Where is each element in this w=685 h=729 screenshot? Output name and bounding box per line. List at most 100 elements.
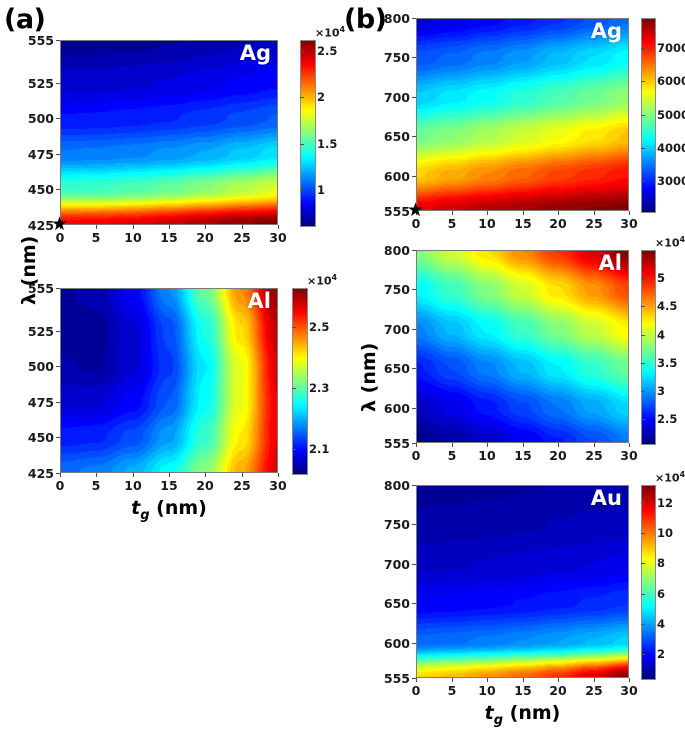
b-al-x-tick-label: 30	[620, 448, 638, 463]
b-ag-x-tick-label: 10	[478, 216, 496, 231]
b-ag-x-tickmark	[558, 211, 559, 215]
b-au-x-tick-label: 10	[478, 683, 496, 698]
material-label-b-al: Al	[598, 251, 622, 275]
a-ag-y-tick-label: 425	[27, 218, 54, 233]
a-ag-y-tick-label: 555	[27, 33, 54, 48]
colorbar-tick-label: 3	[657, 384, 666, 398]
a-al-y-tick-label: 425	[27, 466, 54, 481]
a-ag-x-tick-label: 10	[124, 230, 142, 245]
a-ag-x-tick-label: 0	[55, 230, 65, 245]
colorbar-tickmark	[300, 190, 304, 191]
b-au-y-tick-label: 750	[383, 517, 410, 532]
b-ag-y-tick-label: 600	[383, 169, 410, 184]
b-al-y-tickmark	[412, 368, 416, 369]
colorbar-tickmark	[641, 563, 645, 564]
a-ag-x-tickmark	[96, 225, 97, 229]
a-al-x-tick-label: 0	[55, 478, 65, 493]
a-ag-y-tickmark	[56, 154, 60, 155]
colorbar-tickmark	[292, 327, 296, 328]
b-au-y-tick-label: 800	[383, 478, 410, 493]
colorbar-tickmark	[641, 181, 645, 182]
b-ag-y-tick-label: 700	[383, 90, 410, 105]
b-au-y-tick-label: 600	[383, 636, 410, 651]
b-al-x-tickmark	[629, 443, 630, 447]
a-al-x-tickmark	[205, 473, 206, 477]
colorbar-tick-label: 5000	[657, 108, 685, 122]
b-au-x-tickmark	[594, 678, 595, 682]
a-al-y-tick-label: 525	[27, 324, 54, 339]
a-ag-y-tick-label: 450	[27, 182, 54, 197]
material-label-b-ag: Ag	[590, 19, 622, 43]
colorbar-exponent: ×104	[307, 273, 338, 288]
b-au-x-tickmark	[452, 678, 453, 682]
b-au-y-tickmark	[412, 678, 416, 679]
b-al-y-tick-label: 650	[383, 361, 410, 376]
b-al-x-tick-label: 25	[585, 448, 603, 463]
colorbar-tickmark	[300, 97, 304, 98]
b-ag-x-tickmark	[416, 211, 417, 215]
a-al-x-tickmark	[278, 473, 279, 477]
a-al-y-tick-label: 450	[27, 430, 54, 445]
colorbar-tick-label: 1.5	[317, 137, 338, 151]
b-al-x-tick-label: 15	[514, 448, 532, 463]
colorbar-tick-label: 4.5	[657, 299, 678, 313]
heatmap-a-ag[interactable]	[60, 40, 278, 225]
b-al-y-tick-label: 700	[383, 322, 410, 337]
colorbar-tick-label: 2.5	[309, 320, 330, 334]
a-ag-x-tickmark	[278, 225, 279, 229]
b-al-y-tickmark	[412, 250, 416, 251]
a-al-y-tickmark	[56, 437, 60, 438]
heatmap-b-ag[interactable]	[416, 18, 629, 211]
heatmap-a-al[interactable]	[60, 288, 278, 473]
a-al-x-tick-label: 10	[124, 478, 142, 493]
b-au-y-tick-label: 700	[383, 557, 410, 572]
b-au-y-tick-label: 555	[383, 671, 410, 686]
a-al-x-tickmark	[60, 473, 61, 477]
b-au-x-tick-label: 0	[411, 683, 421, 698]
heatmap-b-au[interactable]	[416, 485, 629, 678]
panel-letter-a: (a)	[4, 4, 46, 35]
heatmap-canvas	[61, 41, 277, 224]
b-ag-x-tickmark	[523, 211, 524, 215]
colorbar-tickmark	[641, 503, 645, 504]
a-ag-x-tick-label: 5	[91, 230, 101, 245]
b-au-x-tick-label: 20	[549, 683, 567, 698]
a-ag-x-tickmark	[133, 225, 134, 229]
colorbar-tickmark	[641, 335, 645, 336]
b-au-y-tickmark	[412, 643, 416, 644]
a-ag-x-tick-label: 25	[233, 230, 251, 245]
colorbar-tick-label: 3.5	[657, 356, 678, 370]
colorbar-gradient	[642, 19, 655, 212]
colorbar-tickmark	[641, 278, 645, 279]
colorbar-tickmark	[641, 391, 645, 392]
colorbar-tickmark	[641, 81, 645, 82]
colorbar-tickmark	[641, 48, 645, 49]
a-ag-x-tickmark	[60, 225, 61, 229]
a-ag-y-tick-label: 475	[27, 147, 54, 162]
colorbar-tick-label: 2.3	[309, 381, 330, 395]
b-al-colorbar	[641, 250, 656, 445]
b-ag-x-tick-label: 0	[411, 216, 421, 231]
a-ag-x-tick-label: 15	[160, 230, 178, 245]
b-al-y-tick-label: 555	[383, 436, 410, 451]
colorbar-gradient	[293, 289, 307, 474]
heatmap-canvas	[417, 486, 628, 677]
b-ag-x-tickmark	[594, 211, 595, 215]
b-ag-x-tick-label: 25	[585, 216, 603, 231]
b-al-x-tickmark	[523, 443, 524, 447]
a-ag-y-tick-label: 500	[27, 111, 54, 126]
a-al-x-tickmark	[169, 473, 170, 477]
b-ag-x-tick-label: 30	[620, 216, 638, 231]
a-al-y-tickmark	[56, 331, 60, 332]
b-ag-y-tickmark	[412, 176, 416, 177]
b-ag-y-tick-label: 555	[383, 204, 410, 219]
a-ag-x-tickmark	[169, 225, 170, 229]
colorbar-tick-label: 5	[657, 271, 666, 285]
b-ag-y-tickmark	[412, 136, 416, 137]
colorbar-tick-label: 2.5	[657, 412, 678, 426]
colorbar-tickmark	[641, 419, 645, 420]
colorbar-tick-label: 2	[317, 90, 326, 104]
b-au-y-tickmark	[412, 603, 416, 604]
heatmap-b-al[interactable]	[416, 250, 629, 443]
